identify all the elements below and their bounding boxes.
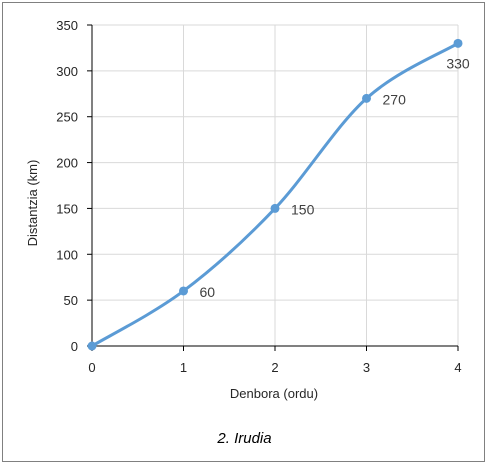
x-tick-label: 3 [363,360,370,375]
y-tick-label: 150 [56,201,78,216]
gridlines [92,24,459,346]
y-tick-label: 200 [56,156,78,171]
y-tick-label: 100 [56,247,78,262]
x-tick-label: 4 [454,360,461,375]
data-point [87,341,97,351]
data-label: 150 [291,201,315,217]
x-axis-title: Denbora (ordu) [230,386,318,401]
data-point [270,203,280,213]
y-tick-label: 250 [56,110,78,125]
y-tick-label: 0 [71,339,78,354]
x-tick-label: 0 [88,360,95,375]
y-tick-label: 50 [64,293,78,308]
data-points [87,38,463,351]
chart-frame [2,2,485,462]
data-point [362,93,371,103]
y-axis-title: Distantzia (km) [25,160,40,247]
x-tick-label: 2 [271,360,278,375]
data-labels: 60 150 270 330 [200,55,470,300]
y-tick-label: 300 [56,64,78,79]
data-point [179,286,188,296]
data-label: 330 [446,55,470,71]
y-tick-label: 350 [56,18,78,33]
x-tick-label: 1 [180,360,187,375]
data-label: 60 [200,284,216,300]
tick-labels: 0 50 100 150 200 250 300 350 0 1 2 3 4 [56,18,461,375]
data-label: 270 [383,91,407,107]
figure-caption: 2. Irudia [217,430,272,447]
data-point [453,38,463,48]
